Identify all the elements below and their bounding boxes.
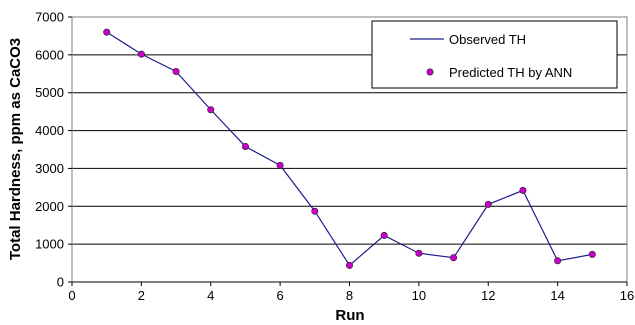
series-predicted — [103, 28, 596, 269]
predicted-point — [276, 161, 284, 169]
predicted-point — [241, 142, 249, 150]
x-tick-label: 0 — [68, 288, 75, 303]
predicted-point — [588, 250, 596, 258]
predicted-point — [311, 207, 319, 215]
x-tick-label: 4 — [207, 288, 214, 303]
x-tick-label: 12 — [481, 288, 495, 303]
legend-marker-swatch — [426, 68, 434, 76]
y-tick-label: 2000 — [35, 199, 64, 214]
y-tick-label: 4000 — [35, 123, 64, 138]
y-axis-title: Total Hardness, ppm as CaCO3 — [7, 38, 24, 260]
y-tick-label: 3000 — [35, 161, 64, 176]
legend-label-observed: Observed TH — [449, 32, 526, 47]
predicted-point — [137, 50, 145, 58]
y-tick-label: 1000 — [35, 237, 64, 252]
predicted-point — [554, 257, 562, 265]
x-tick-label: 14 — [550, 288, 564, 303]
predicted-point — [207, 106, 215, 114]
predicted-point — [519, 186, 527, 194]
legend-box — [371, 20, 618, 89]
y-tick-label: 0 — [57, 275, 64, 290]
legend-label-predicted: Predicted TH by ANN — [449, 65, 572, 80]
y-tick-label: 7000 — [35, 10, 64, 25]
y-tick-label: 5000 — [35, 85, 64, 100]
y-axis: 0 1000 2000 3000 4000 5000 6000 7000 — [35, 10, 72, 290]
y-tick-label: 6000 — [35, 47, 64, 62]
predicted-point — [484, 200, 492, 208]
x-axis: 0 2 4 6 8 10 12 14 16 — [68, 281, 634, 303]
x-tick-label: 8 — [346, 288, 353, 303]
x-tick-label: 16 — [620, 288, 634, 303]
predicted-point — [415, 249, 423, 257]
x-axis-title: Run — [335, 307, 364, 324]
predicted-point — [103, 28, 111, 36]
legend: Observed TH Predicted TH by ANN — [371, 20, 618, 89]
x-tick-label: 10 — [412, 288, 426, 303]
x-tick-label: 2 — [138, 288, 145, 303]
predicted-point — [172, 68, 180, 76]
predicted-point — [450, 254, 458, 262]
x-tick-label: 6 — [277, 288, 284, 303]
predicted-point — [345, 261, 353, 269]
predicted-point — [380, 231, 388, 239]
